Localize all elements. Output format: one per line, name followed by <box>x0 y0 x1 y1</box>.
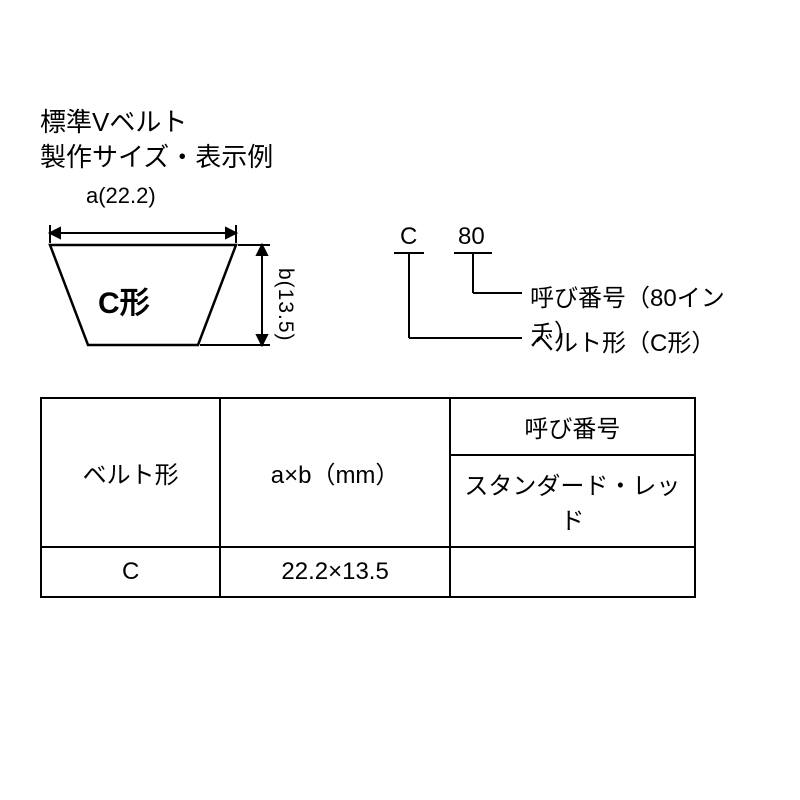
title: 標準Vベルト 製作サイズ・表示例 <box>40 105 760 175</box>
callout-letter: C <box>400 223 417 251</box>
shape-label: C形 <box>98 278 150 322</box>
title-line2: 製作サイズ・表示例 <box>40 142 273 172</box>
td-dims: 22.2×13.5 <box>220 547 450 597</box>
th-number-top: 呼び番号 <box>450 398 695 455</box>
table-header-row: ベルト形 a×b（mm） 呼び番号 <box>41 398 695 455</box>
td-number <box>450 547 695 597</box>
dim-a-label: a(22.2) <box>86 183 156 209</box>
trapezoid-diagram: a(22.2) <box>40 183 300 383</box>
callout-number: 80 <box>458 223 485 251</box>
th-number-bottom: スタンダード・レッド <box>450 455 695 547</box>
spec-table: ベルト形 a×b（mm） 呼び番号 スタンダード・レッド C 22.2×13.5 <box>40 397 696 598</box>
th-belt-type: ベルト形 <box>41 398 220 547</box>
th-dims: a×b（mm） <box>220 398 450 547</box>
trapezoid-svg <box>40 183 300 383</box>
diagram-row: a(22.2) <box>40 183 760 383</box>
td-belt-type: C <box>41 547 220 597</box>
dim-b-label: b(13.5) <box>273 268 297 342</box>
callout-line2: ベルト形（C形） <box>530 323 715 358</box>
callout-diagram: C 80 呼び番号（80インチ） ベルト形（C形） <box>380 223 760 383</box>
title-line1: 標準Vベルト <box>40 107 187 137</box>
table-row: C 22.2×13.5 <box>41 547 695 597</box>
